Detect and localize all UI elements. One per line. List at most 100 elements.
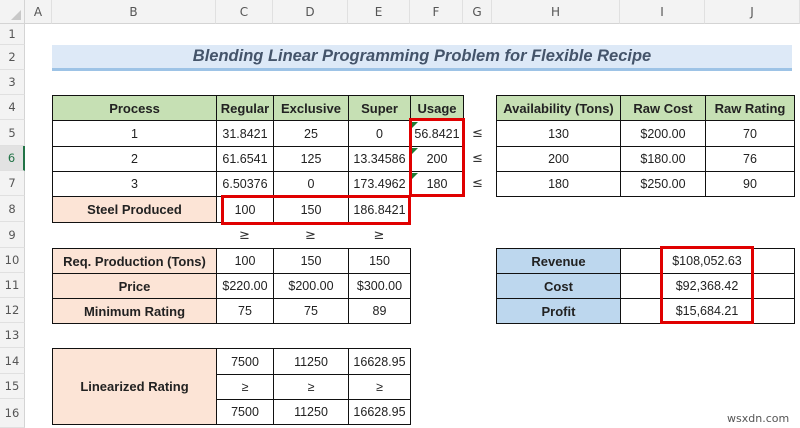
raw-cost-cell[interactable]: $250.00 bbox=[620, 171, 706, 197]
profit-value[interactable]: $15,684.21 bbox=[661, 298, 753, 324]
column-header-f[interactable]: F bbox=[410, 0, 463, 24]
usage-cell[interactable]: 56.8421 bbox=[410, 120, 464, 147]
req-production-cell[interactable]: 100 bbox=[216, 248, 274, 274]
availability-cell[interactable]: 200 bbox=[496, 146, 621, 172]
revenue-label[interactable]: Revenue bbox=[496, 248, 621, 274]
linearized-bottom-cell[interactable]: 11250 bbox=[273, 399, 349, 425]
price-cell[interactable]: $220.00 bbox=[216, 273, 274, 299]
column-header-b[interactable]: B bbox=[52, 0, 216, 24]
column-header-e[interactable]: E bbox=[348, 0, 410, 24]
column-header-j[interactable]: J bbox=[705, 0, 800, 24]
row-header-5[interactable]: 5 bbox=[0, 120, 25, 146]
process-cell[interactable]: 2 bbox=[52, 146, 217, 172]
row-header-4[interactable]: 4 bbox=[0, 95, 25, 120]
super-cell[interactable]: 13.34586 bbox=[348, 146, 411, 172]
header-availability[interactable]: Availability (Tons) bbox=[496, 95, 621, 121]
column-header-i[interactable]: I bbox=[620, 0, 705, 24]
process-cell[interactable]: 3 bbox=[52, 171, 217, 197]
header-raw-rating[interactable]: Raw Rating bbox=[705, 95, 795, 121]
linearized-top-cell[interactable]: 16628.95 bbox=[348, 348, 411, 375]
blank-cell[interactable] bbox=[620, 298, 662, 324]
availability-cell[interactable]: 130 bbox=[496, 120, 621, 147]
linearized-bottom-cell[interactable]: 16628.95 bbox=[348, 399, 411, 425]
cost-value[interactable]: $92,368.42 bbox=[661, 273, 753, 299]
row-header-6[interactable]: 6 bbox=[0, 146, 25, 171]
row-header-7[interactable]: 7 bbox=[0, 171, 25, 196]
row-header-8[interactable]: 8 bbox=[0, 196, 25, 222]
steel-produced-label[interactable]: Steel Produced bbox=[52, 196, 217, 223]
price-cell[interactable]: $300.00 bbox=[348, 273, 411, 299]
blank-cell[interactable] bbox=[752, 248, 795, 274]
less-equal-symbol: ≤ bbox=[472, 125, 483, 141]
row-header-11[interactable]: 11 bbox=[0, 273, 25, 298]
minimum-rating-cell[interactable]: 89 bbox=[348, 298, 411, 324]
profit-label[interactable]: Profit bbox=[496, 298, 621, 324]
linearized-top-cell[interactable]: 7500 bbox=[216, 348, 274, 375]
steel-produced-exclusive[interactable]: 150 bbox=[273, 196, 349, 223]
linearized-bottom-cell[interactable]: 7500 bbox=[216, 399, 274, 425]
greater-equal-cell[interactable]: ≥ bbox=[273, 374, 349, 400]
header-super[interactable]: Super bbox=[348, 95, 411, 121]
linearized-top-cell[interactable]: 11250 bbox=[273, 348, 349, 375]
header-usage[interactable]: Usage bbox=[410, 95, 464, 121]
blank-cell[interactable] bbox=[752, 273, 795, 299]
column-header-d[interactable]: D bbox=[273, 0, 348, 24]
steel-produced-regular[interactable]: 100 bbox=[216, 196, 274, 223]
availability-cell[interactable]: 180 bbox=[496, 171, 621, 197]
row-header-14[interactable]: 14 bbox=[0, 348, 25, 374]
select-all-corner[interactable] bbox=[0, 0, 25, 24]
linearized-rating-label[interactable]: Linearized Rating bbox=[52, 348, 217, 425]
price-label[interactable]: Price bbox=[52, 273, 217, 299]
super-cell[interactable]: 0 bbox=[348, 120, 411, 147]
row-header-15[interactable]: 15 bbox=[0, 374, 25, 399]
blank-cell[interactable] bbox=[620, 248, 662, 274]
greater-equal-cell[interactable]: ≥ bbox=[216, 374, 274, 400]
regular-cell[interactable]: 31.8421 bbox=[216, 120, 274, 147]
steel-produced-super[interactable]: 186.8421 bbox=[348, 196, 411, 223]
header-exclusive[interactable]: Exclusive bbox=[273, 95, 349, 121]
row-header-13[interactable]: 13 bbox=[0, 323, 25, 348]
row-header-16[interactable]: 16 bbox=[0, 399, 25, 428]
minimum-rating-cell[interactable]: 75 bbox=[216, 298, 274, 324]
column-header-h[interactable]: H bbox=[492, 0, 620, 24]
raw-cost-cell[interactable]: $180.00 bbox=[620, 146, 706, 172]
usage-cell[interactable]: 200 bbox=[410, 146, 464, 172]
blank-cell[interactable] bbox=[752, 298, 795, 324]
row-header-12[interactable]: 12 bbox=[0, 298, 25, 323]
header-process[interactable]: Process bbox=[52, 95, 217, 121]
header-regular[interactable]: Regular bbox=[216, 95, 274, 121]
column-header-g[interactable]: G bbox=[463, 0, 492, 24]
minimum-rating-label[interactable]: Minimum Rating bbox=[52, 298, 217, 324]
super-cell[interactable]: 173.4962 bbox=[348, 171, 411, 197]
raw-rating-cell[interactable]: 90 bbox=[705, 171, 795, 197]
minimum-rating-cell[interactable]: 75 bbox=[273, 298, 349, 324]
blank-cell[interactable] bbox=[620, 273, 662, 299]
row-header-2[interactable]: 2 bbox=[0, 45, 25, 70]
raw-rating-cell[interactable]: 70 bbox=[705, 120, 795, 147]
usage-cell[interactable]: 180 bbox=[410, 171, 464, 197]
exclusive-cell[interactable]: 25 bbox=[273, 120, 349, 147]
process-cell[interactable]: 1 bbox=[52, 120, 217, 147]
raw-cost-cell[interactable]: $200.00 bbox=[620, 120, 706, 147]
row-header-1[interactable]: 1 bbox=[0, 24, 25, 45]
regular-cell[interactable]: 61.6541 bbox=[216, 146, 274, 172]
header-raw-cost[interactable]: Raw Cost bbox=[620, 95, 706, 121]
column-header-c[interactable]: C bbox=[216, 0, 273, 24]
row-header-3[interactable]: 3 bbox=[0, 70, 25, 95]
req-production-cell[interactable]: 150 bbox=[348, 248, 411, 274]
cost-label[interactable]: Cost bbox=[496, 273, 621, 299]
raw-rating-cell[interactable]: 76 bbox=[705, 146, 795, 172]
req-production-label[interactable]: Req. Production (Tons) bbox=[52, 248, 217, 274]
revenue-value[interactable]: $108,052.63 bbox=[661, 248, 753, 274]
exclusive-cell[interactable]: 125 bbox=[273, 146, 349, 172]
regular-cell[interactable]: 6.50376 bbox=[216, 171, 274, 197]
sheet-title[interactable]: Blending Linear Programming Problem for … bbox=[52, 45, 792, 71]
column-header-a[interactable]: A bbox=[25, 0, 52, 24]
row-header-10[interactable]: 10 bbox=[0, 248, 25, 273]
price-cell[interactable]: $200.00 bbox=[273, 273, 349, 299]
req-production-cell[interactable]: 150 bbox=[273, 248, 349, 274]
row-header-9[interactable]: 9 bbox=[0, 222, 25, 248]
greater-equal-cell[interactable]: ≥ bbox=[348, 374, 411, 400]
exclusive-cell[interactable]: 0 bbox=[273, 171, 349, 197]
less-equal-symbol: ≤ bbox=[472, 176, 483, 191]
